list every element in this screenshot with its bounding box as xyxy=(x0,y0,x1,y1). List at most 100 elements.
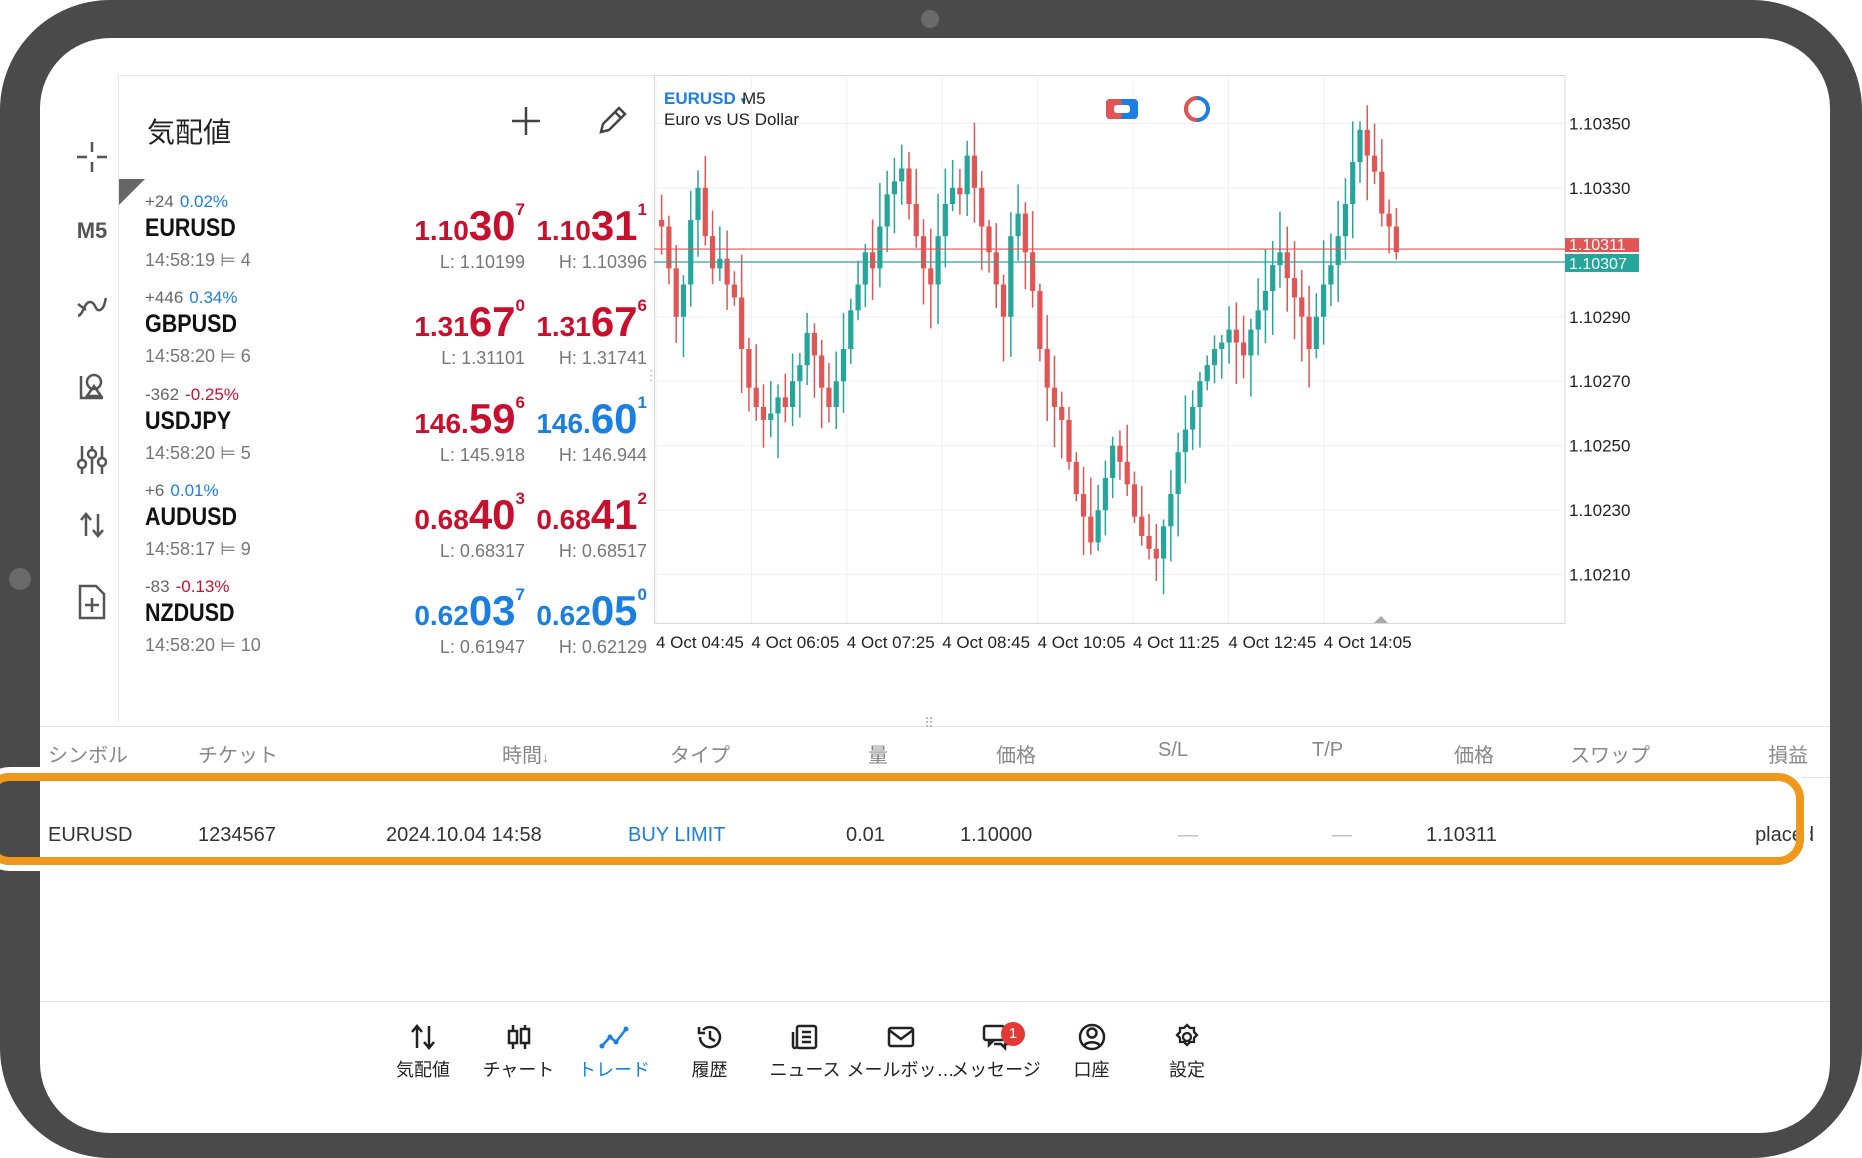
nav-news[interactable]: ニュース xyxy=(750,1022,860,1082)
col-swap[interactable]: スワップ xyxy=(1570,745,1650,767)
quote-ask: 0.62050 xyxy=(536,585,647,634)
ask-price-tag xyxy=(1565,238,1639,253)
col-time[interactable]: 時間↓ xyxy=(502,745,549,767)
col-price[interactable]: 価格 xyxy=(996,745,1036,767)
candle-body xyxy=(695,187,701,221)
objects-icon[interactable] xyxy=(40,368,144,402)
col-price-current[interactable]: 価格 xyxy=(1454,745,1494,767)
candle-body xyxy=(709,236,716,269)
candle-body xyxy=(1233,329,1239,343)
one-click-trading-icon[interactable] xyxy=(1105,96,1139,122)
quote-bid: 146.596 xyxy=(414,393,525,442)
nav-label: メッセージ xyxy=(951,1060,1041,1080)
x-tick-label: 4 Oct 12:45 xyxy=(1228,633,1316,652)
candle-body xyxy=(899,168,905,182)
candle-body xyxy=(1386,213,1392,227)
quote-ask: 0.68412 xyxy=(536,489,647,538)
row-ticket: 1234567 xyxy=(198,824,276,846)
chart-panel[interactable]: 1.10350 1.10330 1.10290 1.10270 1.10250 1.102… xyxy=(644,75,1780,721)
nav-label: チャート xyxy=(482,1060,555,1080)
add-symbol-icon[interactable] xyxy=(509,104,543,143)
quote-bid: 0.62037 xyxy=(414,585,525,634)
y-tick-label: 1.10330 xyxy=(1569,179,1630,198)
candle-body xyxy=(680,284,687,317)
candle-body xyxy=(789,381,796,408)
candle-body xyxy=(746,349,752,388)
nav-label: 口座 xyxy=(1073,1060,1110,1080)
chart-symbol[interactable]: EURUSD ▾ xyxy=(664,89,747,108)
candle-body xyxy=(1080,494,1087,517)
candle-body xyxy=(739,297,745,349)
timeframe-button[interactable]: M5 xyxy=(76,218,108,243)
nav-quotes[interactable]: 気配値 xyxy=(368,1022,478,1082)
candle-body xyxy=(928,268,934,285)
crosshair-icon[interactable] xyxy=(40,140,144,174)
candle-body xyxy=(1175,452,1181,495)
col-volume[interactable]: 量 xyxy=(868,745,888,767)
candle-body xyxy=(1030,252,1036,291)
col-profit[interactable]: 損益 xyxy=(1768,745,1808,767)
candle-body xyxy=(869,252,876,269)
chart-border xyxy=(654,75,1566,624)
bid-price-label: 1.10307 xyxy=(1569,256,1627,273)
nav-messages[interactable]: 1 メッセージ xyxy=(941,1022,1051,1082)
selection-corner-marker xyxy=(119,179,145,205)
col-ticket[interactable]: チケット xyxy=(198,745,278,767)
indicator-icon[interactable] xyxy=(40,290,144,324)
quote-time: 14:58:19 ⊨ 4 xyxy=(145,250,251,270)
candle-body xyxy=(1306,316,1312,349)
candle-body xyxy=(797,365,803,382)
candle-body xyxy=(1110,445,1116,478)
candle-body xyxy=(1379,171,1385,214)
candle-body xyxy=(855,284,861,311)
bid-price-tag xyxy=(1565,253,1639,272)
y-tick-label: 1.10250 xyxy=(1569,437,1630,456)
nav-mailbox[interactable]: メールボッ… xyxy=(846,1022,956,1082)
nav-settings[interactable]: 設定 xyxy=(1132,1022,1242,1082)
quote-high: H: 146.944 xyxy=(558,445,647,465)
table-row[interactable]: EURUSD 1234567 2024.10.04 14:58 BUY LIMI… xyxy=(40,808,1830,868)
candle-body xyxy=(1139,516,1145,536)
candle-body xyxy=(848,310,854,349)
candle-body xyxy=(702,187,708,237)
quote-high: H: 0.62129 xyxy=(558,637,647,657)
col-symbol[interactable]: シンボル xyxy=(48,745,128,767)
nav-chart[interactable]: チャート xyxy=(464,1022,574,1082)
candle-body xyxy=(753,387,759,408)
quote-row-gbpusd[interactable]: +446 0.34% GBPUSD 14:58:20 ⊨ 6 1.31670 1.3167… xyxy=(119,284,655,399)
trade-arrows-icon[interactable] xyxy=(40,510,144,540)
nav-account[interactable]: 口座 xyxy=(1037,1022,1147,1082)
candle-body xyxy=(1059,407,1065,420)
candle-body xyxy=(1291,278,1298,298)
candle-body xyxy=(1335,236,1341,266)
edit-pencil-icon[interactable] xyxy=(595,104,629,143)
candle-body xyxy=(782,397,788,408)
settings-sliders-icon[interactable] xyxy=(40,443,144,477)
panel-resize-handle[interactable]: ⋮ xyxy=(644,367,658,383)
nav-history[interactable]: 履歴 xyxy=(655,1022,765,1082)
candlestick-chart[interactable]: 1.10350 1.10330 1.10290 1.10270 1.10250 1.102… xyxy=(654,75,1780,721)
candle-body xyxy=(760,407,767,420)
col-tp[interactable]: T/P xyxy=(1312,739,1344,761)
candle-body xyxy=(877,226,883,269)
quote-row-nzdusd[interactable]: -83 -0.13% NZDUSD 14:58:20 ⊨ 10 0.62037 0.620… xyxy=(119,573,655,688)
nav-trade[interactable]: トレード xyxy=(559,1022,669,1082)
symbol-caret-icon: ▾ xyxy=(740,95,747,107)
candle-body xyxy=(950,187,956,204)
candle-body xyxy=(1160,526,1167,559)
table-header: シンボル チケット 時間↓ タイプ 量 価格 S/L T/P 価格 スワップ 損… xyxy=(40,715,1830,778)
panel-resize-handle-h[interactable]: ⠿ xyxy=(924,715,935,731)
quote-row-audusd[interactable]: +6 0.01% AUDUSD 14:58:17 ⊨ 9 0.68403 0.68412 L… xyxy=(119,477,655,592)
y-tick-label: 1.10270 xyxy=(1569,372,1630,391)
candle-body xyxy=(1364,129,1370,156)
candle-body xyxy=(1022,213,1028,253)
candle-body xyxy=(666,226,672,269)
new-order-icon[interactable] xyxy=(40,583,144,621)
trade-levels-icon[interactable] xyxy=(1182,94,1212,124)
col-type[interactable]: タイプ xyxy=(670,745,730,767)
quote-row-usdjpy[interactable]: -362 -0.25% USDJPY 14:58:20 ⊨ 5 146.596 146.6… xyxy=(119,381,655,496)
candle-body xyxy=(957,187,963,195)
col-sl[interactable]: S/L xyxy=(1158,739,1189,761)
y-tick-label: 1.10290 xyxy=(1569,308,1630,327)
quote-row-eurusd[interactable]: +24 0.02% EURUSD 14:58:19 ⊨ 4 1.10307 1.10311… xyxy=(119,188,655,303)
